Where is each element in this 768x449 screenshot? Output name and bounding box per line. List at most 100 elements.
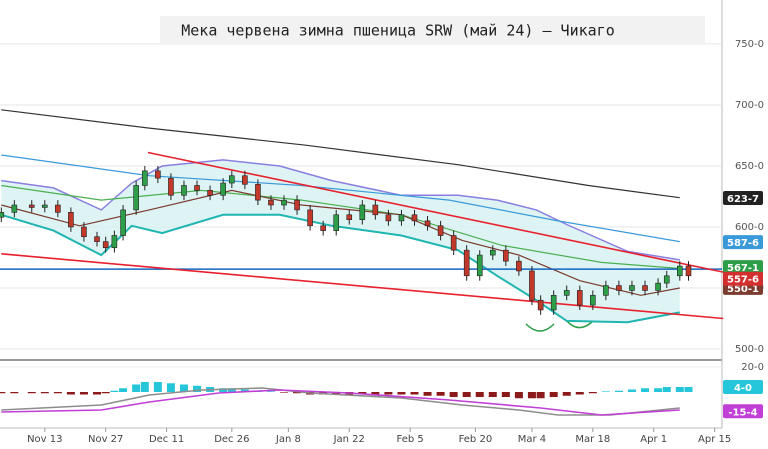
- candle-body: [359, 204, 366, 220]
- candle-body: [0, 212, 5, 218]
- candle-body: [229, 175, 235, 184]
- candle-body: [168, 177, 174, 196]
- price-label: 587-6: [727, 238, 759, 249]
- candle-body: [663, 275, 670, 284]
- x-tick-label: Jan 8: [275, 434, 301, 445]
- candle-body: [255, 183, 261, 201]
- price-label-bg: [723, 380, 763, 394]
- y-tick-label: 700-0: [735, 100, 764, 111]
- histogram-bar: [588, 392, 597, 394]
- candle-body: [489, 249, 496, 256]
- y-tick-label: 20-0: [741, 362, 764, 373]
- candle-body: [537, 299, 544, 311]
- candle-body: [655, 282, 661, 291]
- candle-body: [133, 185, 139, 211]
- candle-body: [155, 170, 161, 179]
- price-label: 4-0: [734, 383, 752, 394]
- candle-body: [111, 235, 118, 249]
- histogram-bar: [488, 392, 497, 397]
- candle-body: [68, 212, 74, 228]
- histogram-bar: [410, 392, 419, 395]
- candle-body: [346, 214, 353, 220]
- price-label: -15-4: [728, 407, 757, 418]
- histogram-bar: [662, 387, 671, 392]
- histogram-bar: [527, 392, 536, 399]
- band-lower: [1, 213, 680, 324]
- histogram-bar: [40, 392, 49, 394]
- candle-body: [424, 220, 431, 227]
- candle-body: [268, 199, 274, 206]
- candle-body: [603, 285, 609, 296]
- histogram-bar: [614, 390, 623, 392]
- x-tick-label: Nov 13: [27, 434, 62, 445]
- histogram-bar: [654, 388, 663, 392]
- moving-average: [1, 184, 680, 270]
- candle-body: [616, 285, 622, 291]
- candle-body: [320, 225, 326, 231]
- price-label: 557-6: [727, 275, 759, 286]
- histogram-bar: [110, 390, 119, 392]
- x-tick-label: Apr 15: [698, 434, 731, 445]
- histogram-bar: [384, 392, 393, 395]
- histogram-bar: [153, 382, 162, 392]
- candle-body: [576, 290, 583, 306]
- candle-body: [333, 214, 340, 231]
- candle-body: [372, 204, 379, 216]
- band-fill: [1, 159, 680, 323]
- macd-line: [1, 389, 680, 416]
- histogram-bar: [675, 387, 684, 392]
- price-label: 550-1: [727, 284, 759, 295]
- candle-body: [220, 182, 226, 196]
- x-tick-label: Mar 4: [518, 434, 546, 445]
- histogram-bar: [575, 392, 584, 395]
- x-tick-label: Feb 5: [397, 434, 424, 445]
- candle-body: [94, 236, 100, 242]
- candle-body: [563, 290, 570, 296]
- candle-body: [307, 209, 313, 227]
- x-tick-label: Dec 11: [149, 434, 184, 445]
- x-tick-label: Dec 26: [214, 434, 249, 445]
- moving-average: [1, 109, 680, 199]
- candle-body: [685, 265, 692, 277]
- candle-body: [242, 175, 248, 185]
- candle-body: [81, 226, 87, 238]
- histogram-bar: [549, 392, 558, 397]
- candle-body: [398, 214, 405, 222]
- candle-body: [181, 185, 187, 196]
- histogram-bar: [536, 392, 545, 399]
- moving-average: [1, 154, 680, 243]
- macd-line: [1, 387, 680, 416]
- candle-body: [476, 254, 483, 277]
- histogram-bar: [371, 392, 380, 395]
- histogram-bar: [501, 392, 510, 397]
- candle-body: [590, 295, 596, 306]
- histogram-bar: [53, 392, 62, 394]
- histogram-bar: [280, 392, 289, 393]
- band-upper: [1, 159, 680, 261]
- histogram-bar: [27, 392, 36, 394]
- histogram-bar: [332, 392, 341, 395]
- histogram-bar: [0, 392, 6, 394]
- x-tick-label: Nov 27: [88, 434, 123, 445]
- y-tick-label: 750-0: [735, 39, 764, 50]
- histogram-bar: [140, 382, 149, 392]
- histogram-bar: [293, 392, 302, 394]
- candle-body: [385, 214, 392, 222]
- candle-body: [11, 204, 18, 213]
- histogram-bar: [193, 385, 202, 392]
- candle-body: [142, 170, 148, 186]
- histogram-bar: [449, 392, 458, 397]
- candle-body: [450, 235, 457, 251]
- price-label-bg: [723, 271, 763, 286]
- price-label-bg: [723, 235, 763, 250]
- histogram-bar: [475, 392, 484, 397]
- histogram-bar: [266, 391, 275, 392]
- price-label-bg: [723, 191, 763, 206]
- histogram-bar: [227, 388, 236, 392]
- x-tick-label: Feb 20: [459, 434, 493, 445]
- x-tick-label: Mar 18: [575, 434, 610, 445]
- price-label-bg: [723, 404, 763, 419]
- histogram-bar: [119, 388, 128, 392]
- histogram-bar: [601, 391, 610, 392]
